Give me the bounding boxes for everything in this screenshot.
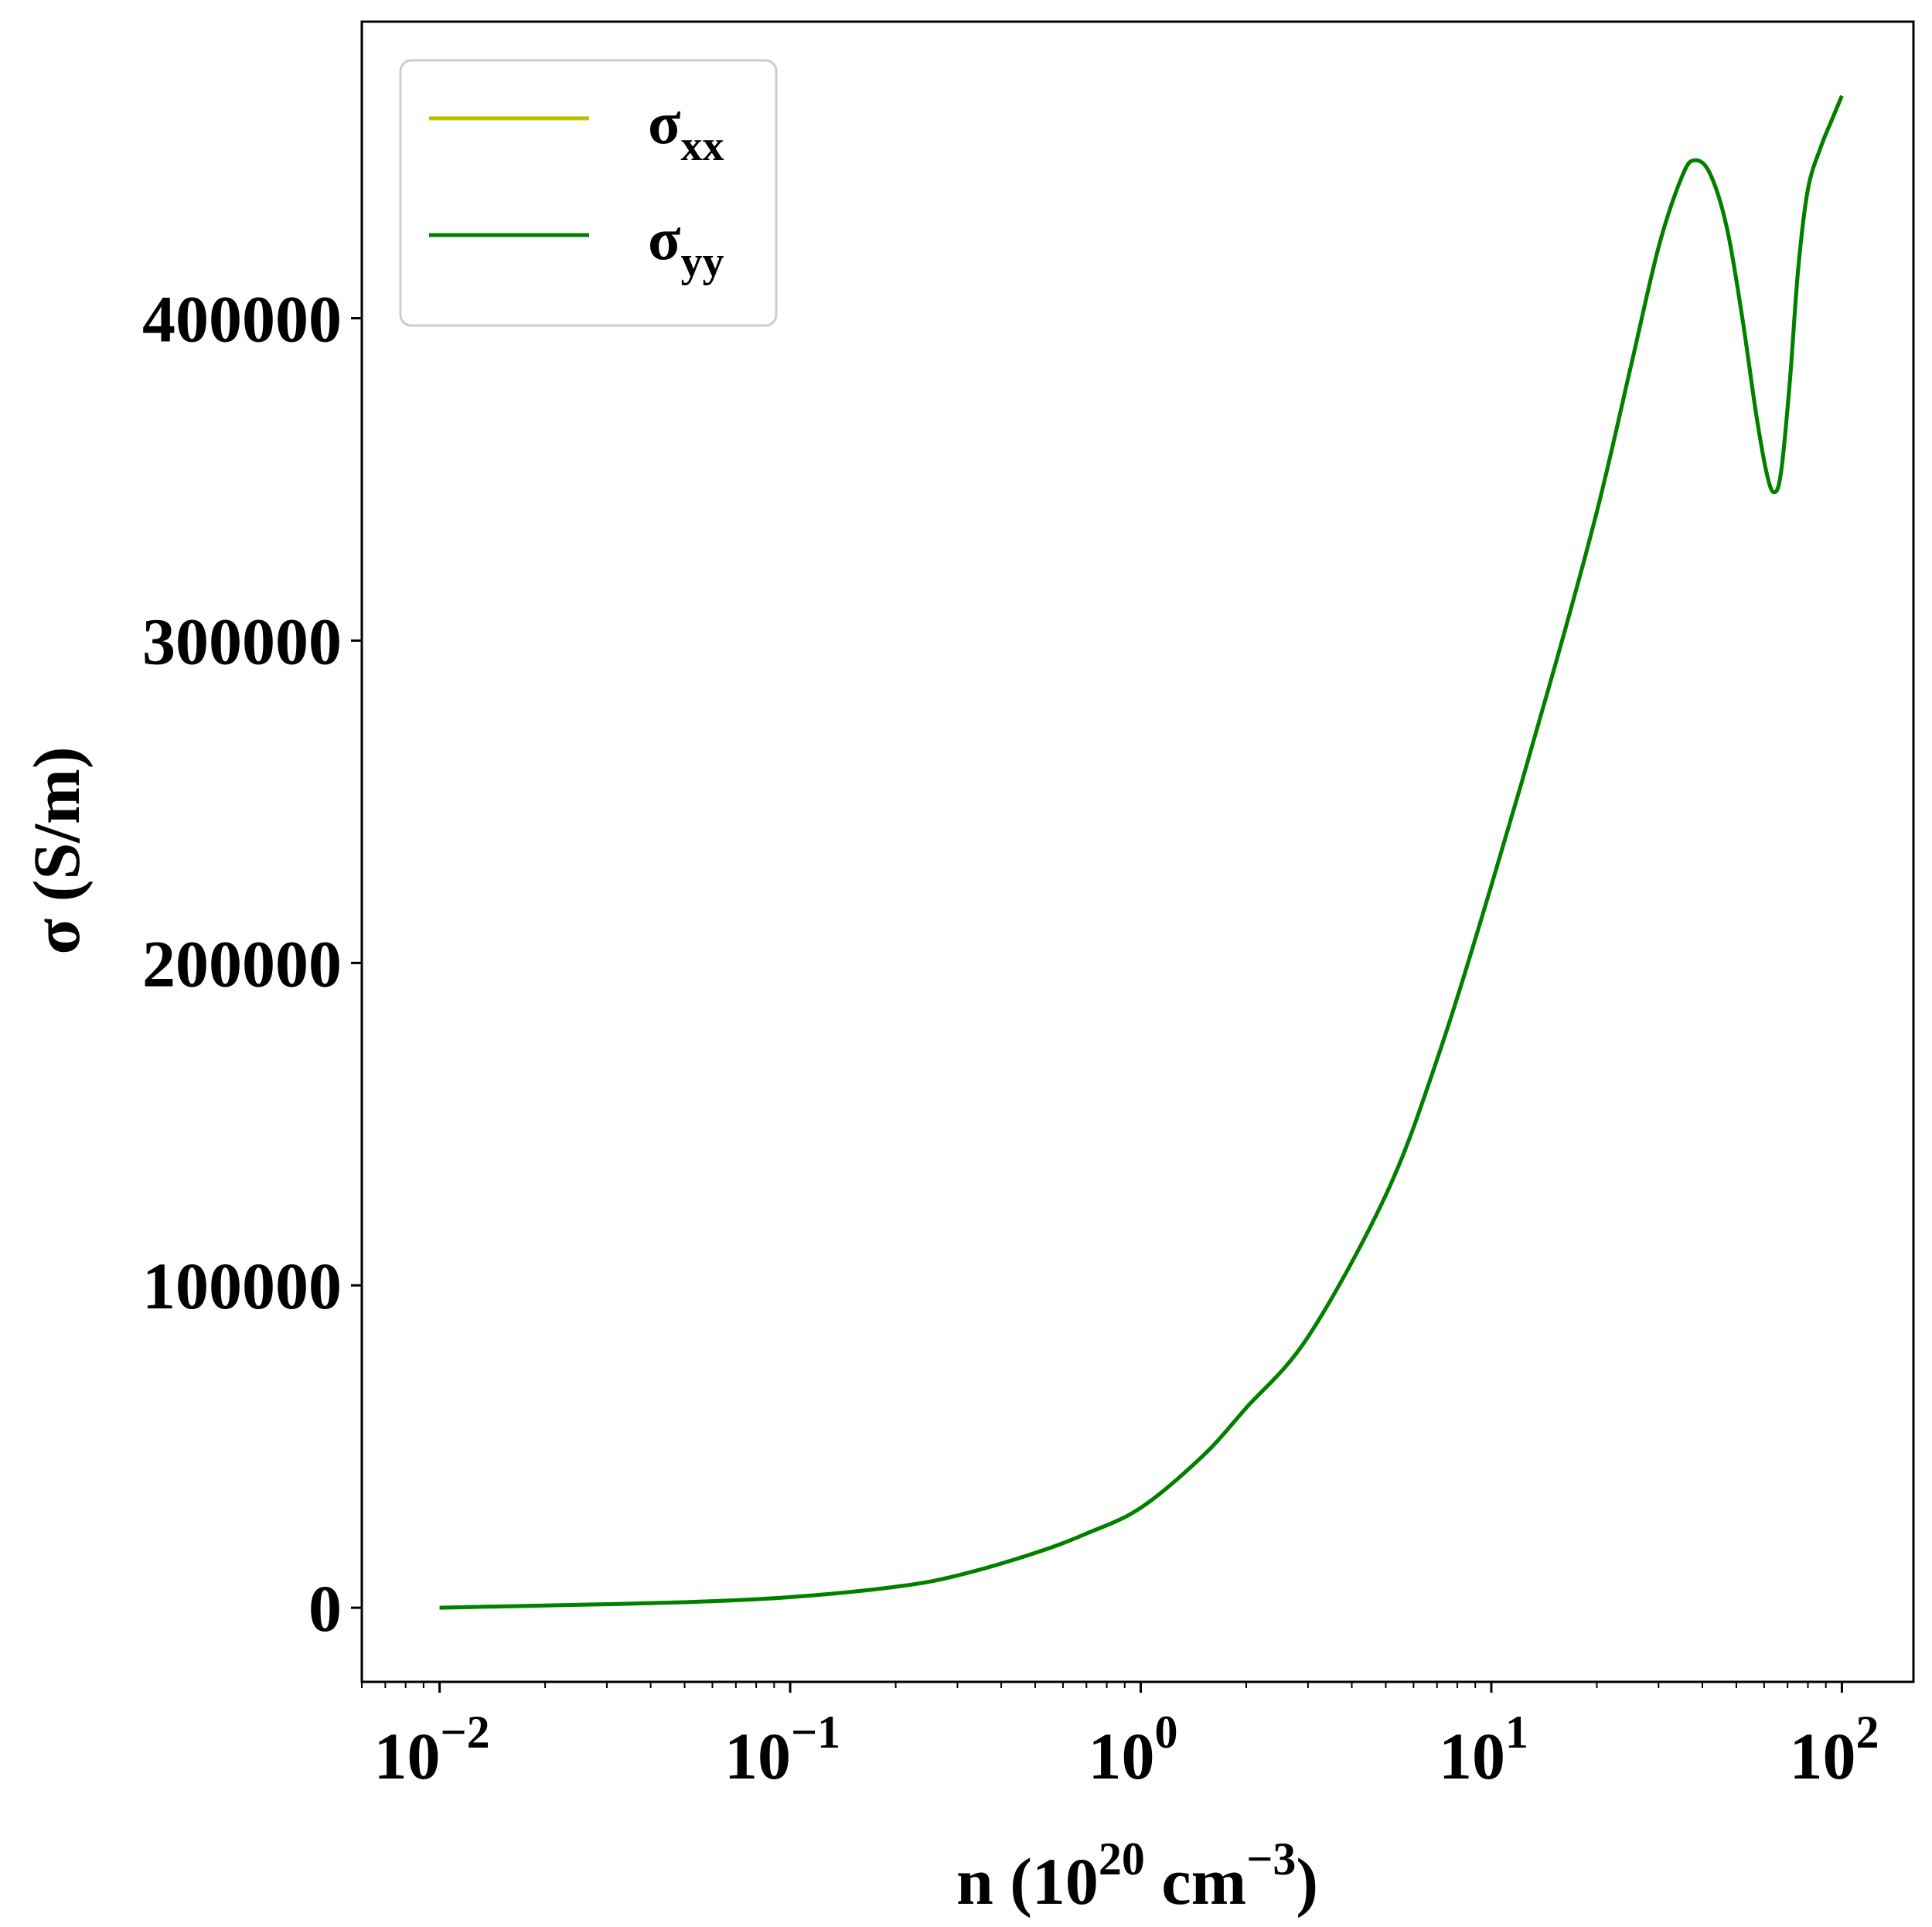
series-layer bbox=[439, 94, 1844, 1610]
series-line-sigma-yy bbox=[439, 94, 1844, 1610]
x-tick-label: 100 bbox=[1089, 1707, 1178, 1793]
legend-label-sigma-yy-base: σ bbox=[648, 205, 680, 272]
legend-box bbox=[399, 59, 778, 327]
x-tick-label-exponent: −2 bbox=[440, 1707, 489, 1758]
x-tick-label: 101 bbox=[1439, 1707, 1528, 1793]
x-tick-label-base: 10 bbox=[1439, 1719, 1505, 1793]
x-tick-label: 102 bbox=[1789, 1707, 1879, 1793]
y-axis-ticks: 0 100000 200000 300000 400000 bbox=[142, 282, 362, 1646]
x-tick-label-base: 10 bbox=[1789, 1719, 1855, 1793]
x-tick-label: 10−1 bbox=[724, 1707, 840, 1793]
x-axis-ticks: 10−2 10−1 100 101 102 bbox=[361, 1682, 1879, 1793]
x-axis-label-sup2: −3 bbox=[1246, 1833, 1296, 1884]
y-tick-label: 200000 bbox=[142, 926, 342, 1001]
legend: σxx σyy bbox=[399, 59, 778, 327]
legend-label-sigma-xx-sub: xx bbox=[680, 122, 724, 170]
plot-frame bbox=[360, 20, 1915, 1683]
legend-label-sigma-xx: σxx bbox=[648, 89, 724, 170]
y-tick-label: 400000 bbox=[142, 282, 342, 356]
y-tick-label: 300000 bbox=[142, 604, 342, 678]
x-axis-label-mid: cm bbox=[1145, 1844, 1246, 1918]
x-tick-label-base: 10 bbox=[724, 1719, 791, 1793]
y-tick-label: 100000 bbox=[142, 1249, 342, 1323]
x-tick-label-base: 10 bbox=[373, 1719, 440, 1793]
y-tick-label: 0 bbox=[308, 1571, 342, 1646]
x-axis-label-base: n (10 bbox=[956, 1844, 1099, 1918]
legend-label-sigma-xx-base: σ bbox=[648, 89, 680, 156]
x-axis-label-end: ) bbox=[1296, 1844, 1318, 1918]
legend-label-sigma-yy: σyy bbox=[648, 205, 724, 286]
x-tick-label: 10−2 bbox=[373, 1707, 489, 1793]
x-tick-label-exponent: 0 bbox=[1155, 1707, 1178, 1758]
y-axis-label: σ (S/m) bbox=[19, 747, 94, 955]
x-tick-label-exponent: −1 bbox=[791, 1707, 840, 1758]
x-axis-label: n (1020 cm−3) bbox=[956, 1833, 1318, 1918]
x-tick-label-exponent: 2 bbox=[1855, 1707, 1879, 1758]
x-tick-label-exponent: 1 bbox=[1505, 1707, 1528, 1758]
x-tick-label-base: 10 bbox=[1089, 1719, 1155, 1793]
legend-label-sigma-yy-sub: yy bbox=[680, 238, 724, 286]
x-axis-label-sup1: 20 bbox=[1099, 1833, 1145, 1884]
